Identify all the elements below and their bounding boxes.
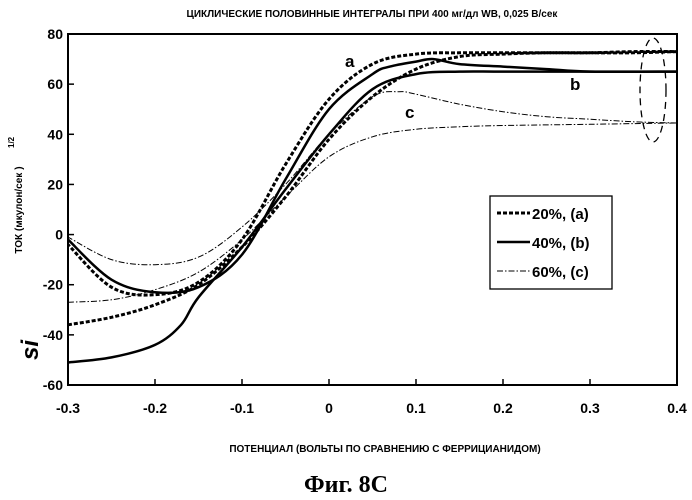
legend-label-b: 40%, (b) [532,235,590,252]
curve-label-a: a [345,52,355,71]
x-tick-label: -0.2 [143,400,167,416]
series-b-reverse-line [67,57,678,295]
x-axis-label: ПОТЕНЦИАЛ (ВОЛЬТЫ ПО СРАВНЕНИЮ С ФЕРРИЦИ… [229,444,540,455]
series-c-forward-line [67,122,678,303]
y-axis-label-exponent: 1/2 [7,136,16,148]
series-c-reverse-line [67,91,678,266]
x-tick-label: 0 [325,400,333,416]
y-axis-label-main: ТОК (мкулон/сек [14,172,25,254]
svg-text:ТОК (мкулон/сек): ТОК (мкулон/сек) [14,166,25,253]
y-tick-label: 80 [47,26,63,42]
series-a-forward-line [67,49,678,327]
legend: 20%, (a) 40%, (b) 60%, (c) [489,195,613,290]
plot-frame [67,33,678,386]
series-lines [66,49,678,364]
y-tick-label: 40 [47,126,63,142]
x-tick-label: -0.1 [230,400,254,416]
y-tick-label: -20 [43,277,63,293]
chart-title: ЦИКЛИЧЕСКИЕ ПОЛОВИННЫЕ ИНТЕГРАЛЫ ПРИ 400… [187,9,559,20]
y-tick-label: 60 [47,76,63,92]
y-axis-symbol: si [17,339,44,360]
y-tick-label: -40 [43,327,63,343]
y-tick-label: 20 [47,176,63,192]
y-axis-label: ТОК (мкулон/сек) 1/2 [7,136,25,253]
y-axis-label-close: ) [14,166,25,169]
x-tick-label: 0.3 [580,400,600,416]
curve-label-c: c [405,103,414,122]
x-tick-label: 0.4 [667,400,687,416]
y-tick-label: 0 [55,227,63,243]
series-b-forward-line [67,70,677,364]
highlight-ellipse [639,37,667,143]
x-tick-label: -0.3 [56,400,80,416]
x-tick-label: 0.1 [406,400,426,416]
axis-ticks: -0.3 -0.2 -0.1 0 0.1 0.2 0.3 0.4 -60 -40 -20 0 20 40 6… [43,26,687,416]
x-tick-label: 0.2 [493,400,513,416]
legend-label-a: 20%, (a) [532,206,589,223]
legend-label-c: 60%, (c) [532,264,589,281]
figure-caption: Фиг. 8C [304,472,388,498]
y-tick-label: -60 [43,377,63,393]
curve-label-b: b [570,75,580,94]
